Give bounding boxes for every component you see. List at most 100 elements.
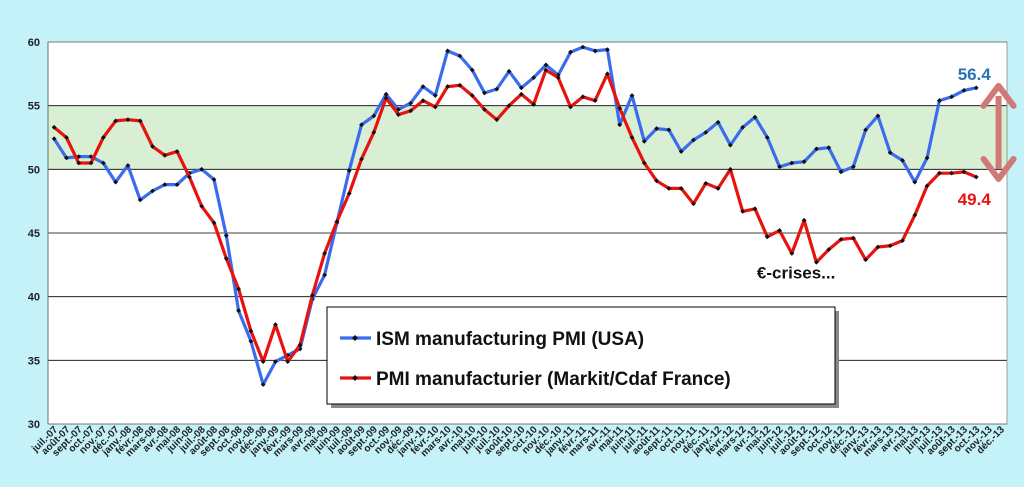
series-2-point — [174, 149, 180, 154]
series-1-point — [826, 145, 832, 151]
series-2-point — [875, 244, 881, 250]
series-1-point — [580, 44, 586, 50]
series-2-point — [162, 152, 168, 158]
series-2-point — [777, 228, 782, 233]
series-1-point — [605, 47, 610, 53]
series-1-point — [900, 158, 905, 163]
series-2-point — [666, 186, 672, 191]
series-1-point — [912, 179, 918, 185]
series-2-point — [260, 359, 266, 365]
series-1-point — [371, 113, 377, 119]
series-1-point — [408, 100, 414, 106]
series-2-point — [211, 220, 217, 226]
series-1-point — [531, 75, 537, 81]
series-2-point — [199, 203, 205, 209]
series-2-point — [900, 238, 905, 244]
series-1-point — [88, 154, 94, 159]
series-2-point — [740, 208, 746, 214]
series-2-point — [64, 135, 69, 140]
series-1-point — [924, 155, 930, 161]
series-1-point — [752, 114, 758, 120]
series-2-point — [678, 186, 684, 191]
series-2-point — [936, 170, 942, 176]
series-1-point — [764, 135, 770, 140]
neutral-band — [48, 105, 1007, 170]
series-2-point — [850, 235, 856, 241]
series-1-point — [432, 93, 438, 98]
series-line-1 — [52, 45, 977, 387]
series-1-point — [383, 91, 389, 97]
series-2-point — [973, 174, 979, 180]
series-1-point — [641, 138, 647, 144]
series-2-point — [236, 286, 241, 292]
series-1-point — [494, 86, 500, 92]
series-2-point — [494, 117, 500, 123]
series-2-point — [592, 98, 598, 103]
series-2-point — [506, 103, 512, 109]
series-2-point — [334, 219, 340, 224]
legend-box — [326, 306, 836, 405]
series-2-point — [51, 124, 57, 130]
series-2-point — [555, 75, 561, 81]
series-1-point — [555, 72, 561, 78]
series-2-point — [814, 259, 819, 265]
series-2-point — [113, 118, 119, 124]
series-2-point — [568, 104, 573, 110]
plot-border — [47, 41, 1008, 425]
annotation-label: €-crises... — [757, 263, 835, 282]
series-1-point — [76, 154, 82, 159]
series-2-point — [924, 183, 930, 189]
series-2-point — [346, 191, 352, 196]
series-2-point — [396, 112, 401, 117]
series-1-point — [863, 127, 869, 133]
series-2-point — [285, 359, 291, 365]
series-1-point — [961, 87, 967, 93]
series-2-point — [617, 105, 623, 111]
series-1-point — [568, 49, 573, 55]
series-1-point — [162, 182, 168, 188]
legend-label-2: PMI manufacturier (Markit/Cdaf France) — [376, 369, 731, 390]
series-2-point — [543, 67, 549, 73]
series-1-point — [654, 126, 659, 131]
y-tick-label: 40 — [28, 292, 40, 304]
series-1-point — [666, 127, 672, 133]
series-2-point — [715, 186, 721, 191]
series-2-point — [629, 135, 635, 140]
series-1-point — [703, 130, 709, 135]
series-1-end-label: 56.4 — [958, 65, 992, 84]
series-1-point — [850, 164, 856, 170]
series-1-point — [506, 68, 512, 74]
series-2-point — [432, 104, 438, 110]
series-1-point — [887, 150, 893, 156]
y-tick-label: 55 — [28, 101, 40, 113]
series-1-point — [137, 197, 143, 203]
series-1-point — [100, 160, 106, 166]
series-1-point — [814, 146, 819, 152]
series-1-point — [629, 93, 635, 98]
series-1-point — [617, 122, 623, 128]
series-2-point — [887, 243, 893, 249]
series-2-point — [150, 144, 155, 149]
series-1-point — [518, 85, 524, 91]
series-1-point — [174, 182, 180, 188]
series-1-point — [223, 233, 229, 238]
series-2-point — [186, 174, 192, 180]
series-1-point — [949, 94, 955, 100]
series-2-point — [248, 328, 254, 334]
series-2-point — [469, 93, 475, 98]
series-1-point — [260, 382, 266, 387]
y-tick-label: 50 — [28, 164, 40, 176]
series-1-point — [150, 188, 155, 194]
series-1-point — [740, 124, 746, 130]
series-2-point — [88, 160, 94, 166]
series-1-point — [801, 159, 807, 165]
y-tick-label: 60 — [28, 37, 40, 49]
series-1-point — [346, 168, 352, 174]
series-2-point — [863, 257, 869, 263]
series-1-point — [936, 98, 942, 103]
legend-marker-1 — [352, 335, 358, 341]
series-2-point — [273, 322, 278, 328]
series-1-point — [113, 179, 119, 185]
series-1-point — [678, 149, 684, 154]
series-2-point — [297, 342, 303, 348]
